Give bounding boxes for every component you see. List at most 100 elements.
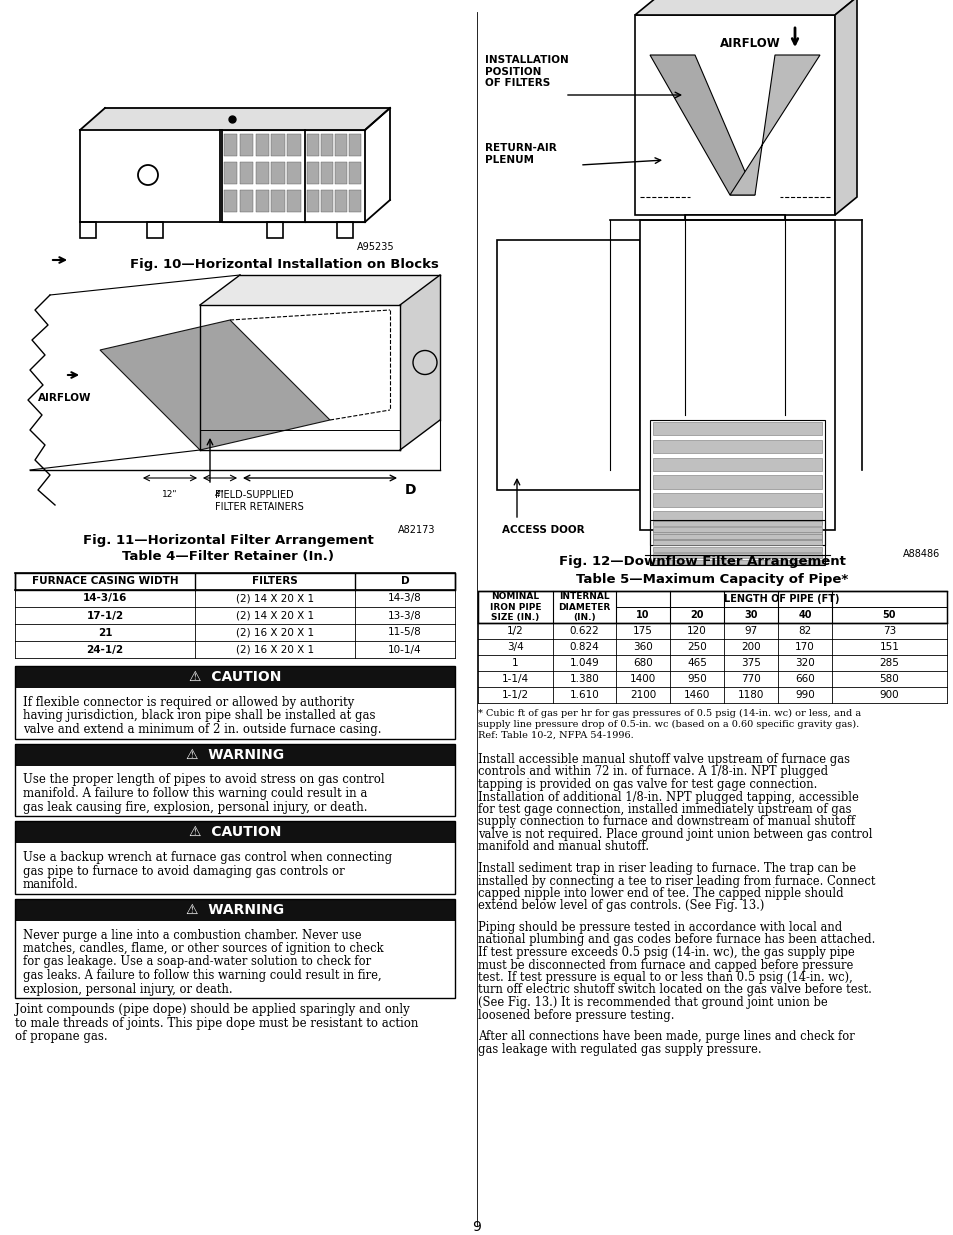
Text: tapping is provided on gas valve for test gage connection.: tapping is provided on gas valve for tes… (477, 778, 817, 790)
Bar (15, 821, 455, 893)
Bar (224, 162, 237, 184)
Text: RETURN-AIR
PLENUM: RETURN-AIR PLENUM (484, 143, 557, 164)
Text: turn off electric shutoff switch located on the gas valve before test.: turn off electric shutoff switch located… (477, 983, 871, 997)
Bar (271, 135, 285, 157)
Text: 14-3/8: 14-3/8 (388, 594, 421, 604)
Text: 1/2: 1/2 (507, 626, 523, 636)
Text: 13-3/8: 13-3/8 (388, 610, 421, 620)
Text: 950: 950 (686, 674, 706, 684)
Bar (239, 162, 253, 184)
Text: valve and extend a minimum of 2 in. outside furnace casing.: valve and extend a minimum of 2 in. outs… (23, 722, 381, 736)
Text: 770: 770 (740, 674, 760, 684)
Bar (15, 573, 455, 590)
Bar (652, 534, 821, 538)
Text: ⚠  CAUTION: ⚠ CAUTION (189, 825, 281, 839)
Bar (307, 190, 318, 212)
Text: 375: 375 (740, 658, 760, 668)
Bar (349, 135, 360, 157)
Text: 990: 990 (794, 690, 814, 700)
Text: 1.049: 1.049 (569, 658, 598, 668)
Bar (320, 135, 333, 157)
Bar (15, 688, 455, 739)
Text: 660: 660 (794, 674, 814, 684)
Text: 40: 40 (798, 610, 811, 620)
Bar (649, 420, 824, 545)
Text: 1-1/2: 1-1/2 (501, 690, 529, 700)
Bar (147, 222, 163, 238)
Text: (2) 16 X 20 X 1: (2) 16 X 20 X 1 (235, 627, 314, 637)
Text: FIELD-SUPPLIED
FILTER RETAINERS: FIELD-SUPPLIED FILTER RETAINERS (214, 490, 303, 511)
Text: extend below level of gas controls. (See Fig. 13.): extend below level of gas controls. (See… (477, 899, 763, 913)
Text: D: D (405, 483, 416, 496)
Text: of propane gas.: of propane gas. (15, 1030, 108, 1044)
Bar (271, 190, 285, 212)
Bar (652, 553, 821, 558)
Text: (See Fig. 13.) It is recommended that ground joint union be: (See Fig. 13.) It is recommended that gr… (477, 995, 827, 1009)
Bar (652, 529, 821, 542)
Bar (224, 190, 237, 212)
Text: LENGTH OF PIPE (FT): LENGTH OF PIPE (FT) (723, 594, 839, 604)
Text: national plumbing and gas codes before furnace has been attached.: national plumbing and gas codes before f… (477, 934, 875, 946)
Bar (652, 475, 821, 489)
Text: ⚠  CAUTION: ⚠ CAUTION (189, 671, 281, 684)
Polygon shape (399, 275, 439, 450)
Bar (652, 527, 821, 532)
Text: 465: 465 (686, 658, 706, 668)
Bar (15, 766, 455, 816)
Text: INTERNAL
DIAMETER
(IN.): INTERNAL DIAMETER (IN.) (558, 592, 610, 622)
Bar (652, 540, 821, 545)
Text: ⚠  WARNING: ⚠ WARNING (186, 903, 284, 916)
Bar (307, 135, 318, 157)
Text: capped nipple into lower end of tee. The capped nipple should: capped nipple into lower end of tee. The… (477, 887, 842, 900)
Bar (477, 592, 946, 622)
Bar (336, 222, 353, 238)
Text: ACCESS DOOR: ACCESS DOOR (501, 525, 584, 535)
Text: 200: 200 (740, 642, 760, 652)
Bar (320, 190, 333, 212)
Text: Table 4—Filter Retainer (In.): Table 4—Filter Retainer (In.) (122, 550, 334, 563)
Bar (271, 162, 285, 184)
Text: D: D (400, 577, 409, 587)
Bar (649, 520, 824, 564)
Bar (652, 457, 821, 471)
Text: installed by connecting a tee to riser leading from furnace. Connect: installed by connecting a tee to riser l… (477, 874, 875, 888)
Bar (15, 920, 455, 998)
Text: If test pressure exceeds 0.5 psig (14-in. wc), the gas supply pipe: If test pressure exceeds 0.5 psig (14-in… (477, 946, 854, 960)
Bar (349, 162, 360, 184)
Bar (307, 162, 318, 184)
Text: 24-1/2: 24-1/2 (87, 645, 124, 655)
Text: 20: 20 (690, 610, 703, 620)
Text: Use a backup wrench at furnace gas control when connecting: Use a backup wrench at furnace gas contr… (23, 851, 392, 864)
Text: 1: 1 (512, 658, 518, 668)
Text: 1460: 1460 (683, 690, 709, 700)
Text: gas leaks. A failure to follow this warning could result in fire,: gas leaks. A failure to follow this warn… (23, 969, 381, 982)
Text: 2100: 2100 (629, 690, 656, 700)
Text: 170: 170 (794, 642, 814, 652)
Text: 82: 82 (798, 626, 811, 636)
Text: FILTERS: FILTERS (252, 577, 297, 587)
Bar (335, 135, 347, 157)
Text: gas leak causing fire, explosion, personal injury, or death.: gas leak causing fire, explosion, person… (23, 800, 367, 814)
Text: 900: 900 (879, 690, 899, 700)
Text: AIRFLOW: AIRFLOW (720, 37, 780, 49)
Text: for test gage connection, installed immediately upstream of gas: for test gage connection, installed imme… (477, 803, 851, 816)
Bar (497, 240, 639, 490)
Bar (335, 162, 347, 184)
Text: After all connections have been made, purge lines and check for: After all connections have been made, pu… (477, 1030, 854, 1044)
Text: 0.824: 0.824 (569, 642, 598, 652)
Text: * Cubic ft of gas per hr for gas pressures of 0.5 psig (14-in. wc) or less, and : * Cubic ft of gas per hr for gas pressur… (477, 709, 861, 718)
Bar (287, 190, 300, 212)
Bar (652, 547, 821, 552)
Text: AIRFLOW: AIRFLOW (38, 393, 91, 403)
Text: 21: 21 (97, 627, 112, 637)
Bar (320, 162, 333, 184)
Text: INSTALLATION
POSITION
OF FILTERS: INSTALLATION POSITION OF FILTERS (484, 56, 568, 88)
Text: Fig. 11—Horizontal Filter Arrangement: Fig. 11—Horizontal Filter Arrangement (83, 534, 373, 547)
Text: (2) 16 X 20 X 1: (2) 16 X 20 X 1 (235, 645, 314, 655)
Text: (2) 14 X 20 X 1: (2) 14 X 20 X 1 (235, 610, 314, 620)
Text: 0.622: 0.622 (569, 626, 598, 636)
Bar (15, 743, 455, 766)
Text: loosened before pressure testing.: loosened before pressure testing. (477, 1009, 674, 1021)
Bar (15, 899, 455, 920)
Text: 10-1/4: 10-1/4 (388, 645, 421, 655)
